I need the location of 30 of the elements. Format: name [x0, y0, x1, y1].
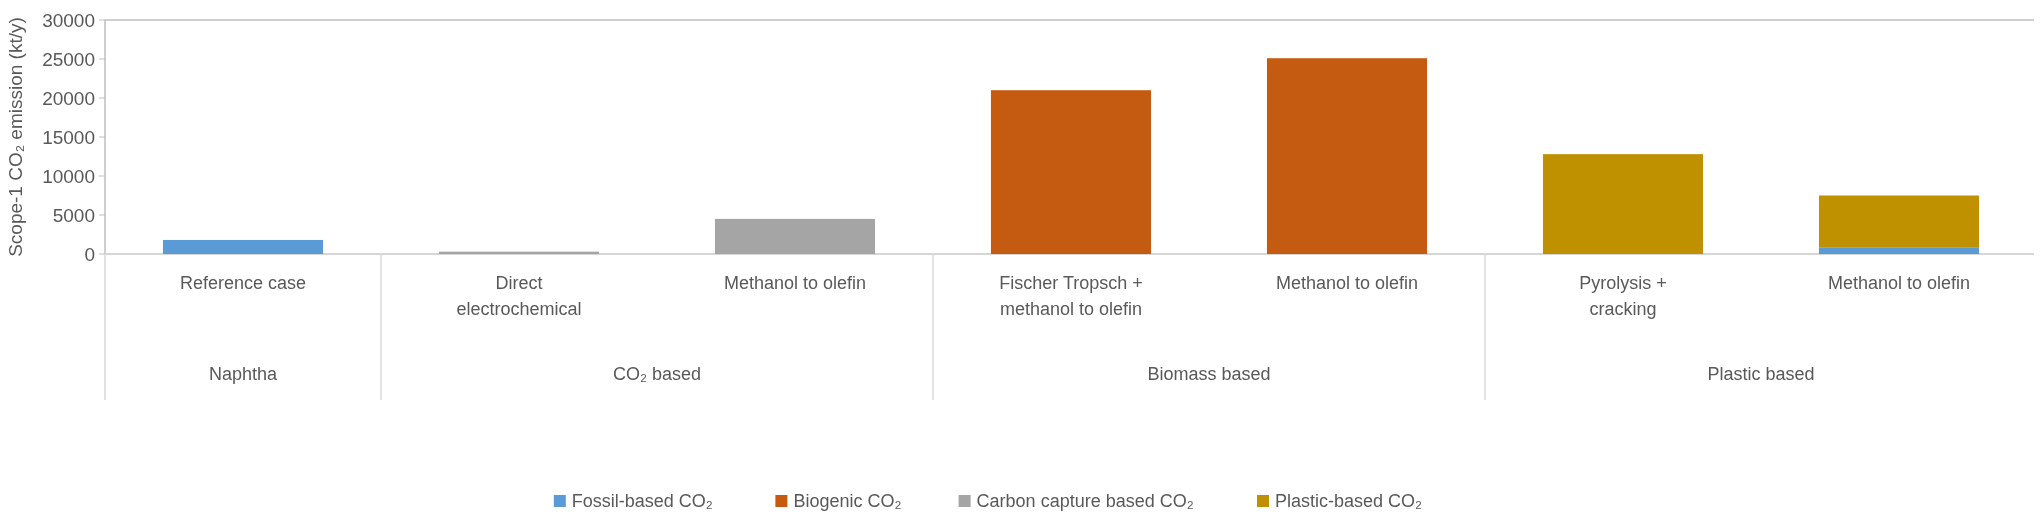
legend-label: Fossil-based CO₂ [571, 491, 713, 512]
x-tick-label: Fischer Tropsch + methanol to olefin [999, 273, 1143, 319]
x-tick-label: Methanol to olefin [723, 273, 867, 293]
y-tick-label: 25000 [42, 48, 95, 70]
bar [990, 90, 1152, 254]
y-axis-title: Scope-1 CO₂ emission (kt/y) [5, 17, 26, 257]
text: Biomass based [1147, 364, 1271, 384]
x-tick-label: Pyrolysis + cracking [1579, 273, 1667, 319]
bar [162, 239, 324, 254]
x-tick-label: Reference case [179, 273, 307, 293]
bar [1266, 58, 1428, 254]
y-tick-label: 30000 [42, 9, 95, 31]
x-tick-label: Direct electrochemical [456, 273, 582, 319]
bar [1818, 195, 1980, 248]
y-tick-label: 20000 [42, 87, 95, 109]
legend-label: Carbon capture based CO₂ [976, 491, 1194, 512]
y-tick-label: 10000 [42, 165, 95, 187]
bar [714, 218, 876, 254]
x-tick-label: Methanol to olefin [1275, 273, 1419, 293]
y-tick-label: 15000 [42, 126, 95, 148]
y-tick-label: 5000 [52, 204, 95, 226]
text: CO₂ based [612, 364, 702, 384]
bar [1542, 154, 1704, 254]
legend-label: Plastic-based CO₂ [1275, 491, 1423, 512]
y-tick-label: 0 [84, 243, 95, 265]
x-tick-label: Methanol to olefin [1827, 273, 1971, 293]
text: Naphtha [208, 364, 279, 384]
legend-label: Biogenic CO₂ [793, 491, 902, 512]
bar [1818, 247, 1980, 254]
text: Plastic based [1707, 364, 1815, 384]
